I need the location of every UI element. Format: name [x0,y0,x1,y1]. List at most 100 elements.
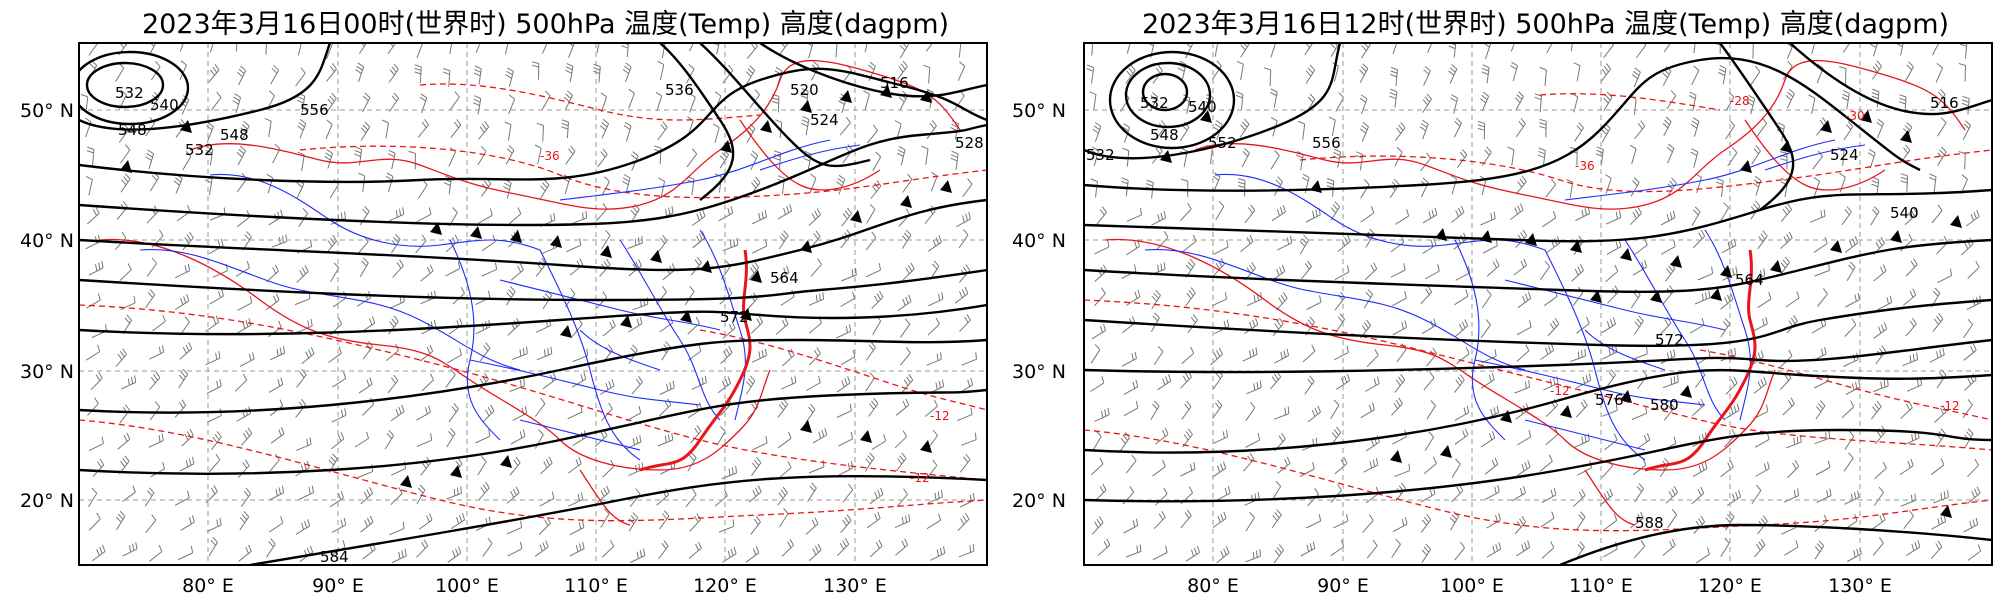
height-label: 540 [150,96,179,114]
wind-barb [114,231,127,251]
wind-barb [1125,64,1136,84]
wind-barb [174,399,187,418]
wind-barb [1212,429,1229,445]
wind-barb [628,462,644,477]
wind-barb [1904,207,1918,226]
wind-barb [1456,347,1470,365]
temperature-label: -36 [1575,159,1595,173]
wind-barb [719,287,733,305]
wind-barb [1263,67,1272,86]
wind-barb [297,119,307,139]
wind-barb [208,536,218,557]
wind-barb [326,234,338,254]
wind-barb [872,151,882,172]
wind-barb [1394,463,1411,477]
wind-barb [232,93,242,113]
wind-barb [475,319,491,335]
wind-barb [1454,541,1465,561]
wind-barb [1180,202,1192,222]
wind-barb [871,434,887,450]
wind-barb [1305,514,1322,529]
wind-barb [1575,399,1588,418]
wind-barb [838,461,854,476]
wind-barb [1783,488,1800,503]
wind-barb [1094,240,1110,255]
wind-barb [1423,456,1437,475]
wind-barb [1307,405,1321,423]
wind-barb [1814,431,1831,445]
wind-barb [719,149,730,169]
wind-barb [355,62,365,83]
map-panel-1: 532 540 548 556 548 532 536 520 516 524 … [20,42,988,597]
wind-barb [234,373,248,392]
lon-label: 100° E [1440,575,1504,597]
height-label: 548 [118,121,147,139]
wind-barb [1086,64,1095,84]
lon-label: 80° E [1187,575,1239,597]
wind-barb [593,63,601,83]
wind-barb [805,403,816,423]
height-label: 552 [1208,134,1237,152]
wind-barb [269,346,286,361]
wind-barb [174,263,191,279]
wind-barb [357,235,369,255]
wind-barb [800,88,809,108]
wind-barb [1299,462,1315,477]
wind-barb [1539,260,1551,280]
wind-barb [1456,148,1468,168]
wind-barb [122,542,138,557]
wind-barb [1873,264,1887,282]
wind-barb [1870,400,1882,420]
wind-barb [1244,492,1260,506]
province-borders [1144,139,1866,461]
wind-barb [329,491,344,508]
wind-barb [1871,88,1880,108]
wind-barb [1451,484,1464,503]
wind-barb [1574,433,1590,448]
wind-barb [1091,323,1106,340]
wind-barb [1665,486,1678,504]
wind-barb [1390,263,1406,278]
wind-barb [1270,370,1282,390]
wind-barb [622,62,632,83]
wind-barb [687,176,695,196]
wind-barb [1516,320,1532,336]
wind-barb [1779,231,1793,249]
wind-barb [358,43,368,54]
wind-barb [1240,234,1254,253]
wind-barb [179,342,193,360]
wind-barb [1958,63,1966,82]
wind-barb [689,92,696,113]
lon-label: 120° E [1698,575,1762,597]
wind-barb [388,207,405,222]
wind-barb [812,428,828,444]
wind-barb [1155,487,1168,506]
wind-barb [535,258,547,277]
wind-barb [1304,375,1315,395]
wind-barb [541,90,551,111]
wind-barb [447,546,462,563]
wind-barb [1691,398,1705,417]
wind-barb [718,519,735,533]
wind-barb [718,206,734,222]
wind-barb [1757,515,1768,535]
wind-barb [1605,369,1616,389]
wind-barb [1448,43,1457,58]
wind-barb [565,145,576,165]
wind-barb [1719,202,1730,222]
wind-barb [150,461,165,478]
wind-barb [296,368,307,388]
wind-barb [959,264,971,283]
height-label: 572 [1655,331,1684,349]
wind-barb [122,314,133,334]
wind-barb [360,121,371,141]
wind-barb [1480,319,1491,339]
wind-barb [1515,403,1530,420]
wind-barb [808,459,825,474]
wind-barb [1328,116,1336,136]
lon-label: 90° E [312,575,364,597]
wind-barb [1876,118,1884,139]
wind-barb [572,348,589,363]
wind-barb [534,540,549,557]
wind-barb [957,61,966,82]
